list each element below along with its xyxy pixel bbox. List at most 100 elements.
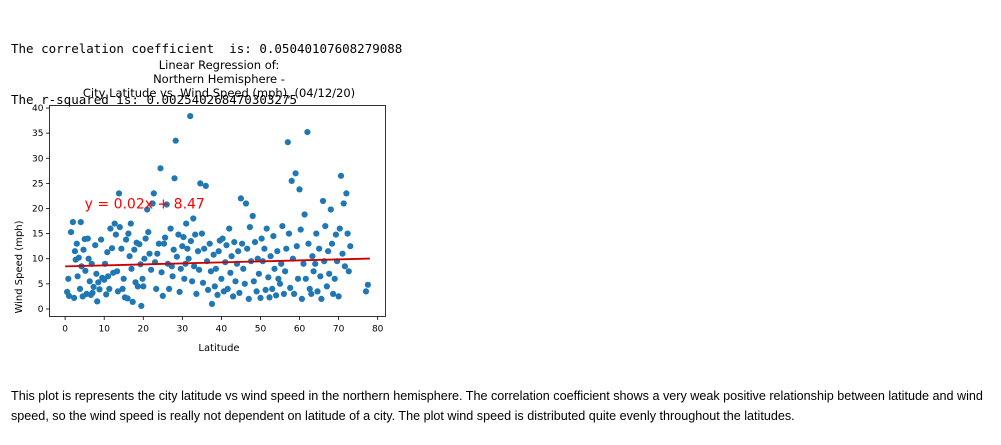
data-point bbox=[304, 129, 311, 136]
x-tick-label: 0 bbox=[62, 325, 68, 335]
y-tick-label: 15 bbox=[32, 230, 43, 240]
data-point bbox=[230, 293, 237, 300]
y-tick-label: 40 bbox=[32, 104, 44, 114]
data-point bbox=[206, 240, 213, 247]
chart-title-line: City Latitude vs. Wind Speed (mph), (04/… bbox=[83, 86, 355, 100]
data-point bbox=[284, 139, 291, 146]
data-point bbox=[292, 170, 299, 177]
data-point bbox=[160, 240, 168, 247]
data-point bbox=[111, 220, 118, 227]
data-point bbox=[328, 240, 336, 247]
x-tick-label: 30 bbox=[177, 325, 189, 335]
data-point bbox=[187, 238, 194, 245]
data-point bbox=[80, 246, 87, 253]
data-point bbox=[267, 253, 274, 260]
y-axis-label: Wind Speed (mph) bbox=[14, 220, 25, 313]
data-point bbox=[215, 248, 222, 255]
data-point bbox=[279, 223, 286, 230]
data-point bbox=[77, 219, 84, 226]
data-point bbox=[107, 225, 114, 232]
data-point bbox=[144, 206, 151, 213]
data-point bbox=[115, 190, 123, 197]
data-point bbox=[84, 235, 91, 242]
y-tick-label: 0 bbox=[38, 305, 44, 315]
data-point bbox=[189, 278, 196, 285]
regression-line bbox=[65, 257, 370, 268]
data-point bbox=[198, 230, 205, 237]
data-point bbox=[146, 250, 153, 257]
data-point bbox=[176, 288, 183, 295]
plot-area bbox=[49, 105, 386, 317]
data-point bbox=[71, 248, 78, 255]
data-point bbox=[317, 273, 324, 280]
data-point bbox=[263, 225, 270, 232]
data-point bbox=[266, 294, 273, 301]
x-axis-label: Latitude bbox=[198, 343, 239, 354]
data-point bbox=[241, 280, 248, 287]
data-point bbox=[138, 302, 145, 309]
data-point bbox=[142, 235, 149, 242]
data-point bbox=[95, 279, 102, 286]
x-tick-label: 10 bbox=[98, 325, 110, 335]
data-point bbox=[326, 270, 333, 277]
data-point bbox=[336, 225, 343, 232]
data-point bbox=[236, 289, 243, 296]
data-point bbox=[67, 229, 75, 236]
data-point bbox=[153, 285, 160, 292]
data-point bbox=[293, 243, 300, 250]
data-point bbox=[89, 289, 96, 296]
data-point bbox=[139, 275, 146, 282]
regression-equation: y = 0.02x + 8.47 bbox=[85, 196, 205, 212]
data-point bbox=[265, 274, 272, 281]
data-point bbox=[309, 253, 316, 260]
data-point bbox=[134, 283, 141, 290]
data-point bbox=[148, 266, 155, 273]
x-axis: 0 10 20 30 40 50 60 70 80 bbox=[62, 316, 384, 335]
data-point bbox=[208, 300, 216, 307]
data-point bbox=[75, 254, 82, 261]
data-point bbox=[173, 253, 180, 260]
data-point bbox=[288, 177, 295, 184]
data-point bbox=[104, 249, 111, 256]
y-tick-label: 35 bbox=[32, 129, 43, 139]
chart-title: Linear Regression of:Northern Hemisphere… bbox=[83, 58, 355, 100]
data-point bbox=[193, 290, 200, 297]
data-point bbox=[244, 245, 251, 252]
data-point bbox=[191, 263, 198, 270]
data-point bbox=[123, 236, 130, 243]
data-point bbox=[145, 229, 152, 236]
data-point bbox=[258, 235, 265, 242]
data-point bbox=[211, 283, 218, 290]
data-point bbox=[179, 243, 186, 250]
data-point bbox=[310, 268, 317, 275]
data-point bbox=[285, 230, 293, 237]
data-point bbox=[331, 275, 338, 282]
data-point bbox=[167, 225, 174, 232]
data-point bbox=[194, 248, 202, 255]
data-point bbox=[294, 275, 302, 282]
data-point bbox=[250, 278, 257, 285]
data-point bbox=[340, 200, 347, 207]
data-point bbox=[201, 245, 208, 252]
data-point bbox=[255, 270, 262, 277]
y-tick-label: 20 bbox=[32, 204, 44, 214]
data-point bbox=[197, 180, 204, 187]
data-point bbox=[180, 234, 187, 241]
data-point bbox=[162, 234, 169, 241]
data-point bbox=[345, 268, 352, 275]
data-point bbox=[106, 285, 113, 292]
data-point bbox=[105, 273, 112, 280]
data-point bbox=[337, 172, 345, 179]
data-point bbox=[214, 291, 221, 298]
data-point bbox=[210, 251, 217, 258]
data-point bbox=[269, 285, 276, 292]
data-point bbox=[327, 206, 334, 213]
data-point bbox=[240, 265, 247, 272]
chart-title-line: Linear Regression of: bbox=[159, 58, 280, 72]
data-point bbox=[245, 295, 252, 302]
data-point bbox=[114, 268, 121, 275]
data-point bbox=[278, 260, 285, 267]
data-point bbox=[239, 240, 246, 247]
data-point bbox=[65, 275, 72, 282]
data-point bbox=[273, 292, 280, 299]
